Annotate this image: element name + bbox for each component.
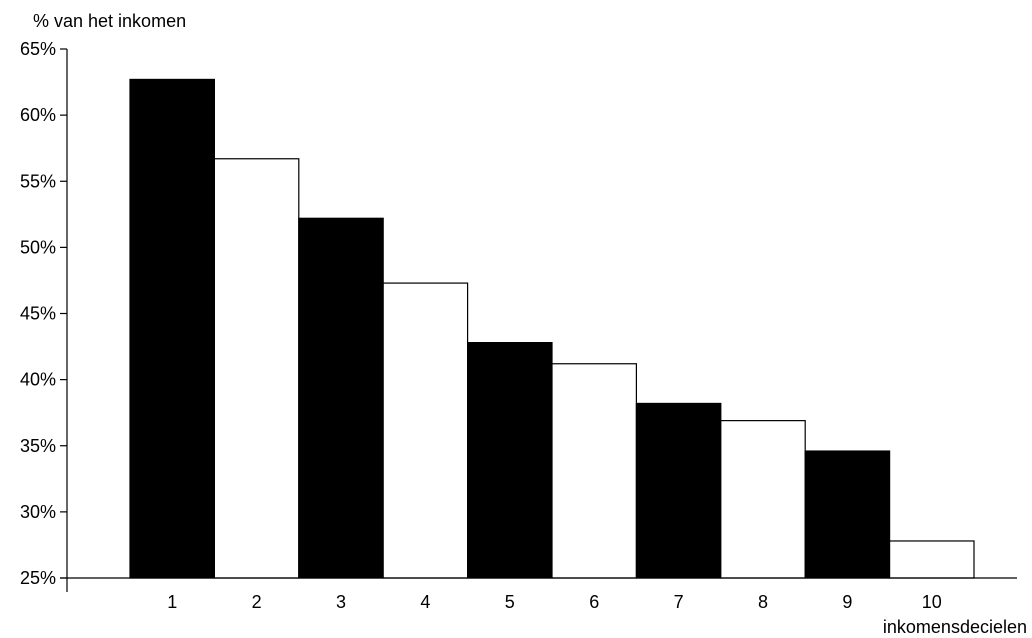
x-tick-label: 4 <box>420 592 430 612</box>
x-tick-label: 7 <box>674 592 684 612</box>
x-tick-label: 5 <box>505 592 515 612</box>
y-tick-label: 40% <box>20 370 56 390</box>
x-axis-ticks: 1 2 3 4 5 6 7 8 9 10 <box>167 592 942 612</box>
y-axis-ticks: 25% 30% 35% 40% 45% 50% 55% 60% 65% <box>20 39 67 588</box>
bar-1 <box>129 78 216 579</box>
x-tick-label: 8 <box>758 592 768 612</box>
y-tick-label: 60% <box>20 105 56 125</box>
x-tick-label: 10 <box>922 592 942 612</box>
y-tick-label: 35% <box>20 436 56 456</box>
y-axis-title: % van het inkomen <box>33 11 186 31</box>
y-tick-label: 55% <box>20 171 56 191</box>
y-tick-label: 65% <box>20 39 56 59</box>
x-tick-label: 2 <box>252 592 262 612</box>
y-tick-label: 30% <box>20 502 56 522</box>
bar-9 <box>804 450 891 579</box>
x-tick-label: 3 <box>336 592 346 612</box>
bar-3 <box>298 217 384 579</box>
y-tick-label: 25% <box>20 568 56 588</box>
bar-5 <box>467 341 553 579</box>
x-axis-title: inkomensdecielen <box>883 617 1027 637</box>
bar-2 <box>213 158 300 579</box>
bars-group <box>129 78 975 579</box>
bar-6 <box>551 363 638 579</box>
y-tick-label: 45% <box>20 304 56 324</box>
bar-4 <box>382 282 469 579</box>
x-tick-label: 6 <box>589 592 599 612</box>
y-tick-label: 50% <box>20 237 56 257</box>
x-tick-label: 1 <box>167 592 177 612</box>
x-tick-label: 9 <box>842 592 852 612</box>
bar-10 <box>888 540 975 579</box>
bar-8 <box>720 420 806 579</box>
bar-7 <box>635 402 722 579</box>
